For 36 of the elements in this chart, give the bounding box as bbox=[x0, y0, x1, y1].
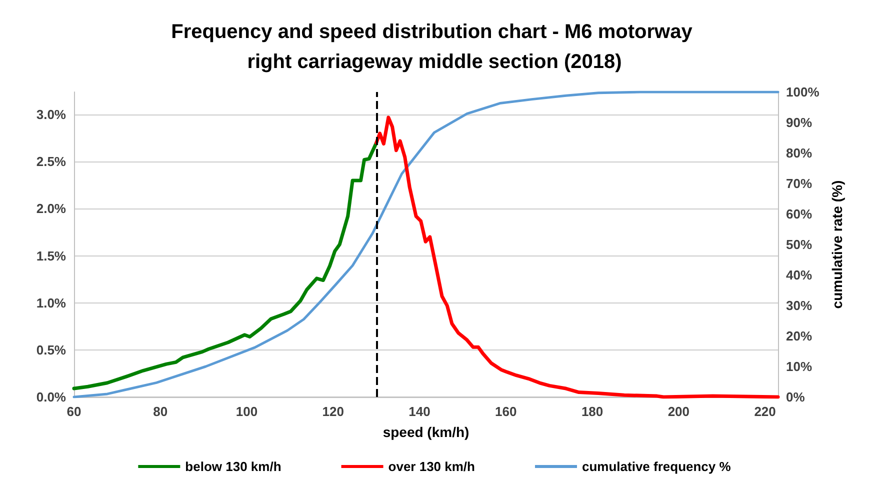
legend-label: over 130 km/h bbox=[388, 459, 476, 474]
legend-label: cumulative frequency % bbox=[582, 459, 732, 474]
y-tick-label: 3.0% bbox=[36, 107, 66, 122]
y2-axis-title: cumulative rate (%) bbox=[829, 180, 846, 309]
y2-tick-label: 10% bbox=[786, 359, 812, 374]
y2-tick-label: 40% bbox=[786, 268, 812, 282]
y2-tick-label: 50% bbox=[786, 237, 812, 252]
x-tick-label: 140 bbox=[408, 404, 430, 419]
x-tick-label: 180 bbox=[581, 404, 604, 419]
x-tick-label: 80 bbox=[153, 404, 168, 419]
y2-tick-label: 100% bbox=[786, 84, 820, 100]
y2-tick-label: 90% bbox=[786, 115, 812, 130]
chart-title: Frequency and speed distribution chart - M6 motorway right carriageway middle section (2018) bbox=[171, 21, 698, 73]
x-tick-label: 220 bbox=[754, 404, 776, 419]
y2-tick-label: 20% bbox=[786, 328, 812, 344]
y-tick-label: 1.5% bbox=[36, 248, 66, 264]
line-series bbox=[72, 141, 378, 390]
x-axis-title: speed (km/h) bbox=[382, 424, 470, 440]
y2-tick-label: 70% bbox=[786, 176, 812, 191]
x-tick-label: 100 bbox=[236, 404, 258, 419]
x-tick-label: 200 bbox=[668, 404, 690, 419]
y2-tick-label: 30% bbox=[786, 298, 812, 313]
line-series bbox=[72, 90, 780, 398]
y-tick-label: 2.5% bbox=[36, 154, 66, 170]
line-series bbox=[374, 116, 780, 399]
y-tick-label: 0.0% bbox=[36, 390, 66, 404]
legend-label: below 130 km/h bbox=[185, 459, 282, 474]
y2-tick-label: 0% bbox=[786, 390, 806, 404]
y2-tick-label: 80% bbox=[786, 146, 812, 160]
y-tick-label: 0.5% bbox=[36, 342, 66, 358]
x-tick-label: 120 bbox=[322, 404, 344, 419]
y-tick-label: 2.0% bbox=[36, 201, 66, 216]
x-tick-label: 160 bbox=[495, 404, 517, 419]
x-tick-label: 60 bbox=[66, 404, 82, 419]
y-tick-label: 1.0% bbox=[36, 295, 66, 310]
y2-tick-label: 60% bbox=[786, 206, 812, 222]
